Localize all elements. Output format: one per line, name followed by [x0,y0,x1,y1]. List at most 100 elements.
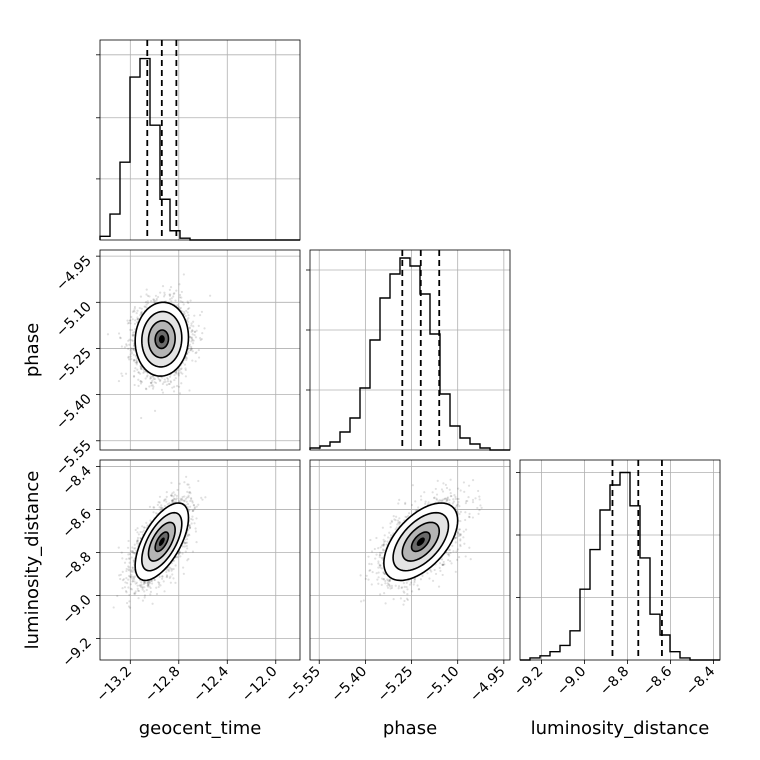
sample-point [181,300,184,304]
sample-point [194,351,197,355]
sample-point [175,289,178,292]
sample-point [175,384,179,388]
sample-point [133,547,136,550]
sample-point [191,338,194,341]
sample-point [190,522,193,525]
sample-point [130,588,134,591]
sample-point [146,300,149,303]
sample-point [187,307,191,310]
sample-point [124,581,127,584]
sample-point [188,486,191,489]
sample-point [163,291,166,294]
sample-point [169,380,172,383]
sample-point [161,506,164,510]
sample-point [187,557,190,561]
sample-point [143,526,146,529]
sample-point [185,496,189,499]
sample-point [184,367,187,370]
sample-point [157,585,160,589]
sample-point [165,383,169,387]
sample-point [188,389,191,392]
sample-point [121,579,125,582]
hist-panel-luminosity_distance [516,459,721,661]
sample-point [191,339,194,342]
sample-point [151,384,154,387]
sample-point [127,347,130,350]
sample-point [169,381,173,384]
sample-point [139,366,143,369]
scatter-panel-geocent_time-phase [99,249,301,451]
sample-point [190,322,193,325]
sample-point [187,314,190,317]
sample-point [130,347,133,350]
sample-point [132,552,136,555]
sample-point [158,575,161,578]
sample-point [139,367,142,370]
sample-point [172,491,175,494]
sample-point [166,503,169,506]
sample-point [180,497,184,500]
scatter-frame [99,249,301,451]
sample-point [195,505,198,508]
sample-point [133,322,137,325]
sample-point [153,381,156,384]
sample-point [132,347,136,350]
sample-point [174,581,177,584]
sample-point [125,577,128,580]
sample-point [125,591,128,594]
sample-point [139,530,142,534]
sample-point [131,550,134,553]
sample-point [172,495,175,498]
sample-point [134,355,137,358]
sample-point [170,297,173,300]
sample-point [164,380,167,383]
sample-point [150,579,153,582]
sample-point [179,300,182,303]
sample-point [193,522,196,525]
sample-point [135,542,139,545]
sample-point [132,334,135,337]
sample-point [146,580,149,584]
sample-point [177,373,180,376]
sample-point [176,488,179,492]
sample-point [192,342,195,345]
sample-point [143,594,147,597]
hist-frame [519,459,721,661]
sample-point [192,339,195,342]
sample-point [165,570,168,574]
sample-point [152,506,155,509]
sample-point [123,561,127,564]
sample-point [168,293,171,296]
sample-point [161,391,165,394]
sample-point [146,524,149,527]
sample-point [165,574,169,577]
sample-point [152,378,155,381]
sample-point [163,293,166,296]
sample-point [192,320,195,323]
sample-point [145,375,149,378]
sample-point [150,384,153,387]
sample-point [140,380,144,384]
sample-point [189,349,193,352]
sample-point [146,581,149,585]
sample-point [155,512,158,515]
sample-point [132,359,136,362]
sample-point [178,500,181,503]
sample-point [141,585,144,588]
sample-point [188,533,191,537]
sample-point [181,499,184,502]
sample-point [168,294,172,297]
sample-point [133,552,136,555]
sample-point [187,496,190,499]
sample-point [191,333,194,336]
sample-point [151,387,155,390]
sample-point [125,344,128,347]
sample-point [158,583,161,586]
sample-point [127,568,130,571]
sample-point [119,337,122,340]
sample-point [160,504,163,507]
sample-point [186,559,189,562]
sample-point [139,312,143,315]
sample-point [187,483,190,486]
sample-point [125,343,128,346]
